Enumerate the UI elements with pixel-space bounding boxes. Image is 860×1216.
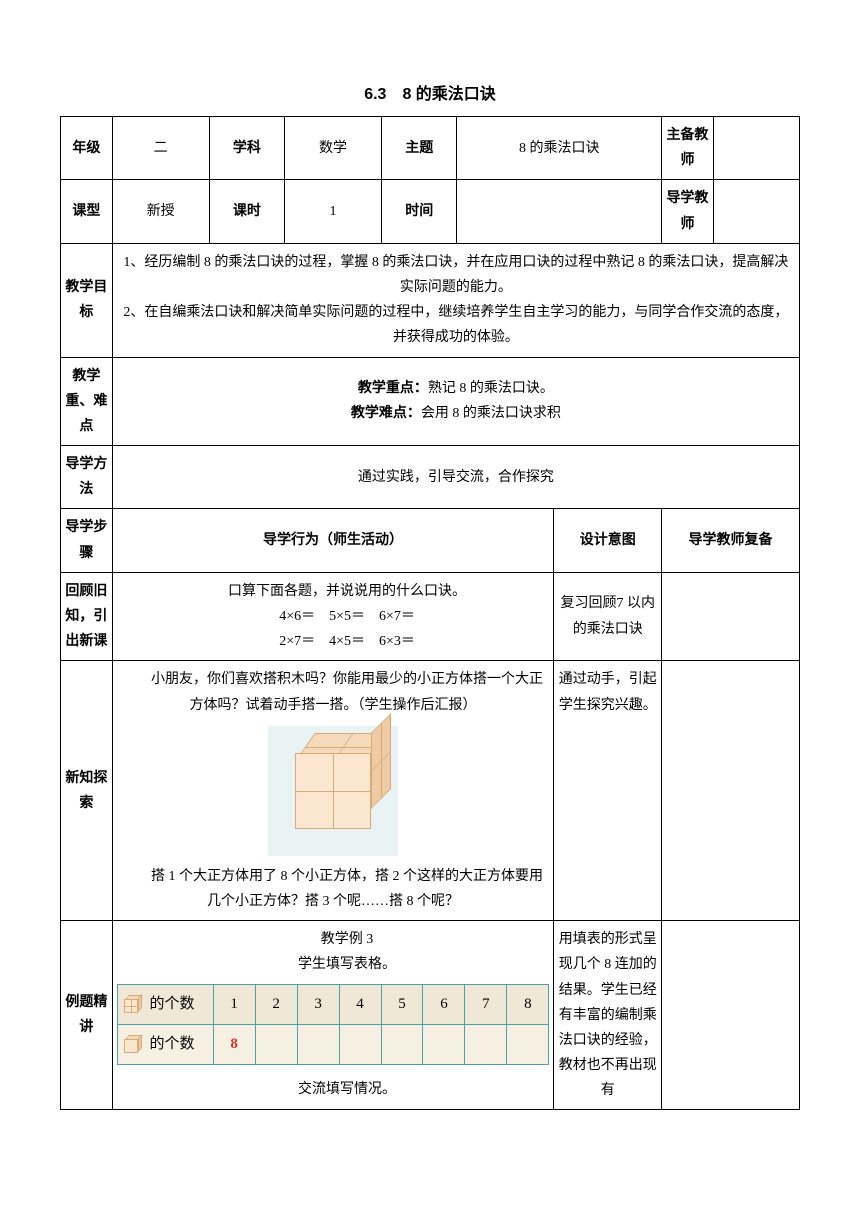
steps-label: 导学步骤 bbox=[61, 509, 113, 572]
col-6: 6 bbox=[423, 984, 465, 1024]
meta-row-2: 课型 新授 课时 1 时间 导学教师 bbox=[61, 180, 800, 243]
subject-value: 数学 bbox=[285, 117, 382, 180]
blank-4 bbox=[339, 1024, 381, 1064]
time-value bbox=[457, 180, 662, 243]
goals-text-1: 1、经历编制 8 的乘法口诀的过程，掌握 8 的乘法口诀，并在应用口诀的过程中熟… bbox=[117, 250, 795, 300]
backup-header: 导学教师复备 bbox=[662, 509, 800, 572]
count-table-row-2: 的个数 8 bbox=[117, 1024, 549, 1064]
big-cube-head: 的个数 bbox=[117, 984, 213, 1024]
topic-label: 主题 bbox=[382, 117, 457, 180]
example-backup bbox=[662, 921, 800, 1110]
method-text: 通过实践，引导交流，合作探究 bbox=[112, 446, 799, 509]
type-value: 新授 bbox=[112, 180, 209, 243]
known-value: 8 bbox=[213, 1024, 255, 1064]
activity-header: 导学行为（师生活动） bbox=[112, 509, 554, 572]
key1-text: 熟记 8 的乘法口诀。 bbox=[428, 381, 554, 396]
key1-label: 教学重点： bbox=[358, 381, 428, 396]
method-row: 导学方法 通过实践，引导交流，合作探究 bbox=[61, 446, 800, 509]
review-label: 回顾旧知，引出新课 bbox=[61, 572, 113, 661]
key2-label: 教学难点： bbox=[351, 406, 421, 421]
blank-2 bbox=[255, 1024, 297, 1064]
explore-label: 新知探索 bbox=[61, 661, 113, 921]
key2-text: 会用 8 的乘法口诀求积 bbox=[421, 406, 561, 421]
grade-value: 二 bbox=[112, 117, 209, 180]
col-7: 7 bbox=[465, 984, 507, 1024]
topic-value: 8 的乘法口诀 bbox=[457, 117, 662, 180]
count-table: 的个数 1 2 3 4 5 6 7 8 的个数 bbox=[117, 984, 550, 1065]
meta-row-1: 年级 二 学科 数学 主题 8 的乘法口诀 主备教师 bbox=[61, 117, 800, 180]
guide-teacher-label: 导学教师 bbox=[662, 180, 714, 243]
intent-header: 设计意图 bbox=[554, 509, 662, 572]
grade-label: 年级 bbox=[61, 117, 113, 180]
blank-7 bbox=[465, 1024, 507, 1064]
step-header-row: 导学步骤 导学行为（师生活动） 设计意图 导学教师复备 bbox=[61, 509, 800, 572]
explore-p2: 搭 1 个大正方体用了 8 个小正方体，搭 2 个这样的大正方体要用几个小正方体… bbox=[117, 864, 550, 914]
keypoints-content: 教学重点：熟记 8 的乘法口诀。 教学难点：会用 8 的乘法口诀求积 bbox=[112, 357, 799, 446]
goals-row: 教学目标 1、经历编制 8 的乘法口诀的过程，掌握 8 的乘法口诀，并在应用口诀… bbox=[61, 243, 800, 357]
example-label: 例题精讲 bbox=[61, 921, 113, 1110]
example-line-3: 交流填写情况。 bbox=[117, 1077, 550, 1102]
review-intent: 复习回顾7 以内的乘法口诀 bbox=[554, 572, 662, 661]
goals-label: 教学目标 bbox=[61, 243, 113, 357]
small-cube-head: 的个数 bbox=[117, 1024, 213, 1064]
subject-label: 学科 bbox=[209, 117, 284, 180]
explore-backup bbox=[662, 661, 800, 921]
col-3: 3 bbox=[297, 984, 339, 1024]
col-8: 8 bbox=[507, 984, 549, 1024]
explore-intent: 通过动手，引起学生探究兴趣。 bbox=[554, 661, 662, 921]
keypoints-row: 教学重、难点 教学重点：熟记 8 的乘法口诀。 教学难点：会用 8 的乘法口诀求… bbox=[61, 357, 800, 446]
prep-teacher-label: 主备教师 bbox=[662, 117, 714, 180]
col-2: 2 bbox=[255, 984, 297, 1024]
col-1: 1 bbox=[213, 984, 255, 1024]
keypoints-label: 教学重、难点 bbox=[61, 357, 113, 446]
cube-illustration bbox=[117, 726, 550, 856]
goals-text-2: 2、在自编乘法口诀和解决简单实际问题的过程中，继续培养学生自主学习的能力，与同学… bbox=[117, 300, 795, 350]
review-line-3: 2×7＝ 4×5＝ 6×3＝ bbox=[117, 629, 550, 654]
example-line-1: 教学例 3 bbox=[117, 927, 550, 952]
review-line-2: 4×6＝ 5×5＝ 6×7＝ bbox=[117, 604, 550, 629]
blank-3 bbox=[297, 1024, 339, 1064]
small-cube-icon bbox=[124, 1035, 142, 1053]
period-value: 1 bbox=[285, 180, 382, 243]
review-content: 口算下面各题，并说说用的什么口诀。 4×6＝ 5×5＝ 6×7＝ 2×7＝ 4×… bbox=[112, 572, 554, 661]
type-label: 课型 bbox=[61, 180, 113, 243]
page-title: 6.3 8 的乘法口诀 bbox=[60, 80, 800, 104]
blank-8 bbox=[507, 1024, 549, 1064]
lesson-plan-table: 年级 二 学科 数学 主题 8 的乘法口诀 主备教师 课型 新授 课时 1 时间… bbox=[60, 116, 800, 1110]
col-4: 4 bbox=[339, 984, 381, 1024]
time-label: 时间 bbox=[382, 180, 457, 243]
example-row: 例题精讲 教学例 3 学生填写表格。 的个数 1 2 3 4 5 6 bbox=[61, 921, 800, 1110]
blank-5 bbox=[381, 1024, 423, 1064]
review-backup bbox=[662, 572, 800, 661]
explore-row: 新知探索 小朋友，你们喜欢搭积木吗？你能用最少的小正方体搭一个大正方体吗？试着动… bbox=[61, 661, 800, 921]
review-row: 回顾旧知，引出新课 口算下面各题，并说说用的什么口诀。 4×6＝ 5×5＝ 6×… bbox=[61, 572, 800, 661]
big-cube-icon bbox=[124, 995, 142, 1013]
period-label: 课时 bbox=[209, 180, 284, 243]
example-intent: 用填表的形式呈现几个 8 连加的结果。学生已经有丰富的编制乘法口诀的经验，教材也… bbox=[554, 921, 662, 1110]
goals-content: 1、经历编制 8 的乘法口诀的过程，掌握 8 的乘法口诀，并在应用口诀的过程中熟… bbox=[112, 243, 799, 357]
example-line-2: 学生填写表格。 bbox=[117, 952, 550, 977]
guide-teacher-value bbox=[713, 180, 799, 243]
prep-teacher-value bbox=[713, 117, 799, 180]
example-content: 教学例 3 学生填写表格。 的个数 1 2 3 4 5 6 7 bbox=[112, 921, 554, 1110]
blank-6 bbox=[423, 1024, 465, 1064]
method-label: 导学方法 bbox=[61, 446, 113, 509]
review-line-1: 口算下面各题，并说说用的什么口诀。 bbox=[117, 579, 550, 604]
explore-p1: 小朋友，你们喜欢搭积木吗？你能用最少的小正方体搭一个大正方体吗？试着动手搭一搭。… bbox=[117, 667, 550, 717]
col-5: 5 bbox=[381, 984, 423, 1024]
count-table-row-1: 的个数 1 2 3 4 5 6 7 8 bbox=[117, 984, 549, 1024]
explore-content: 小朋友，你们喜欢搭积木吗？你能用最少的小正方体搭一个大正方体吗？试着动手搭一搭。… bbox=[112, 661, 554, 921]
